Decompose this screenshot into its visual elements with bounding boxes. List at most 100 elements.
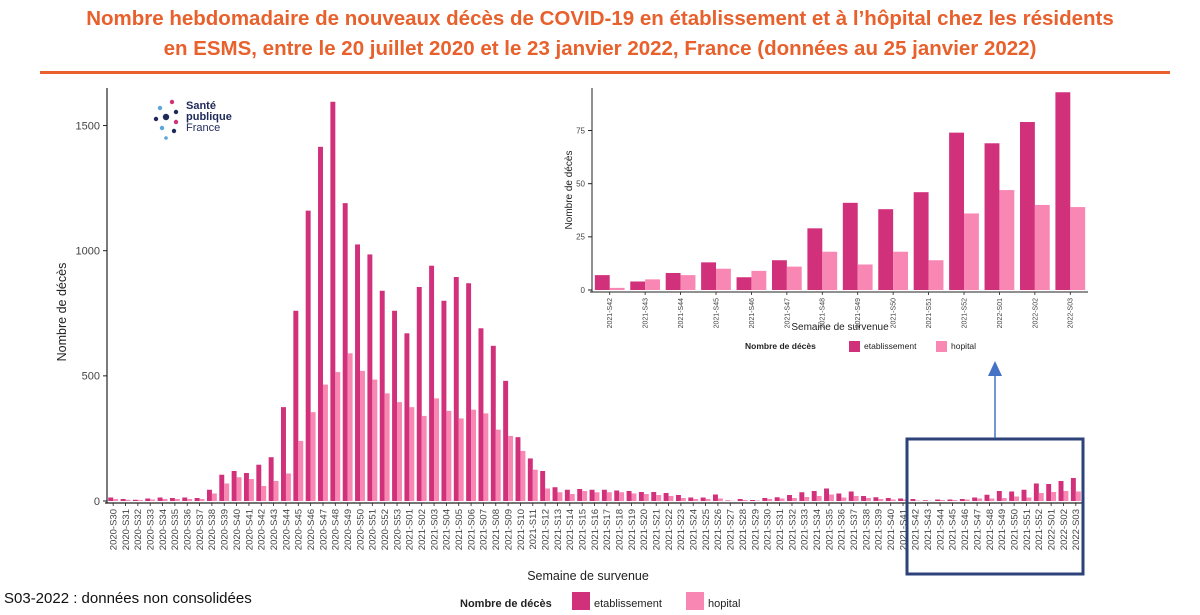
bar-etablissement — [182, 497, 188, 501]
bar-hopital — [717, 498, 723, 501]
x-tick-label: 2021-S06 — [466, 509, 477, 550]
bar-hopital — [557, 492, 563, 501]
x-tick-label: 2021-S52 — [961, 298, 968, 328]
bar-etablissement — [630, 281, 646, 290]
x-tick-label: 2021-S04 — [442, 509, 453, 550]
bar-hopital — [804, 497, 810, 501]
x-tick-label: 2021-S12 — [540, 509, 551, 550]
bar-etablissement — [688, 497, 694, 501]
bar-hopital — [609, 287, 625, 290]
bar-etablissement — [984, 494, 990, 501]
bar-hopital — [372, 379, 378, 501]
legend-swatch-hopital — [686, 592, 704, 610]
bar-etablissement — [132, 499, 138, 501]
bar-hopital — [298, 440, 304, 501]
x-tick-label: 2020-S47 — [318, 509, 329, 550]
x-tick-label: 2021-S05 — [454, 509, 465, 550]
bar-hopital — [779, 498, 785, 501]
x-tick-label: 2022-S02 — [1032, 298, 1039, 328]
x-tick-label: 2020-S38 — [207, 509, 218, 550]
bar-hopital — [310, 412, 316, 501]
x-tick-label: 2021-S36 — [837, 509, 848, 550]
bar-hopital — [1051, 491, 1057, 501]
x-tick-label: 2020-S33 — [146, 509, 157, 550]
bar-hopital — [532, 469, 538, 501]
x-tick-label: 2021-S03 — [429, 509, 440, 550]
x-tick-label: 2020-S32 — [133, 509, 144, 550]
bar-hopital — [248, 478, 254, 501]
bar-etablissement — [293, 310, 299, 501]
bar-etablissement — [342, 203, 348, 501]
bar-hopital — [643, 493, 649, 501]
legend-title: Nombre de décès — [745, 341, 816, 351]
x-tick-label: 2021-S09 — [503, 509, 514, 550]
x-axis-title: Semaine de survenue — [527, 569, 649, 583]
bar-hopital — [1063, 490, 1069, 501]
bar-hopital — [1075, 491, 1081, 501]
bar-etablissement — [453, 276, 459, 501]
bar-hopital — [594, 492, 600, 501]
bar-hopital — [187, 499, 193, 501]
sante-publique-france-logo: Santé publique France — [152, 98, 242, 140]
x-tick-label: 2021-S50 — [1009, 509, 1020, 550]
bar-hopital — [224, 483, 230, 501]
bar-hopital — [520, 450, 526, 501]
bar-etablissement — [108, 497, 114, 501]
x-tick-label: 2021-S47 — [784, 298, 791, 328]
bar-etablissement — [589, 489, 595, 501]
bar-hopital — [656, 494, 662, 501]
bar-etablissement — [638, 491, 644, 501]
bar-etablissement — [404, 333, 410, 501]
x-tick-label: 2021-S21 — [652, 509, 663, 550]
bar-hopital — [1014, 496, 1020, 501]
x-tick-label: 2020-S50 — [355, 509, 366, 550]
bar-hopital — [716, 268, 731, 290]
x-tick-label: 2021-S31 — [775, 509, 786, 550]
x-tick-label: 2022-S02 — [1059, 509, 1070, 550]
bar-hopital — [668, 495, 674, 501]
bar-hopital — [940, 500, 946, 501]
bar-etablissement — [243, 472, 249, 501]
x-tick-label: 2021-S39 — [874, 509, 885, 550]
bar-etablissement — [787, 494, 792, 501]
x-tick-label: 2021-S17 — [602, 509, 613, 550]
bar-hopital — [199, 499, 205, 501]
x-tick-label: 2021-S37 — [849, 509, 860, 550]
y-tick-label: 0 — [581, 286, 586, 295]
inset-chart: 0 25 50 75 2021-S42 2021-S43 2021-S44 2021-S45 2… — [564, 88, 1088, 352]
bar-etablissement — [478, 328, 484, 501]
bar-hopital — [606, 492, 612, 501]
bar-etablissement — [441, 300, 447, 501]
bar-etablissement — [281, 407, 286, 501]
bar-etablissement — [861, 495, 867, 501]
bar-etablissement — [219, 474, 225, 501]
y-tick-label: 500 — [82, 371, 100, 383]
bar-etablissement — [503, 380, 509, 501]
x-tick-label: 2021-S25 — [701, 509, 712, 550]
bar-etablissement — [194, 498, 200, 501]
bar-hopital — [483, 413, 489, 501]
x-tick-label: 2021-S33 — [800, 509, 811, 550]
x-tick-label: 2021-S41 — [898, 509, 909, 550]
x-tick-label: 2020-S41 — [244, 509, 255, 550]
bar-etablissement — [256, 464, 262, 501]
bar-hopital — [751, 270, 767, 290]
x-tick-label: 2022-S01 — [1046, 509, 1057, 550]
bar-hopital — [471, 409, 477, 501]
bar-hopital — [693, 499, 699, 501]
x-tick-label: 2021-S40 — [886, 509, 897, 550]
bar-etablissement — [959, 499, 965, 501]
bar-etablissement — [268, 457, 274, 501]
bar-hopital — [285, 473, 291, 501]
bar-hopital — [137, 500, 143, 501]
bar-hopital — [211, 493, 217, 501]
legend-label-hopital: hopital — [951, 341, 976, 351]
x-tick-label: 2021-S02 — [417, 509, 428, 550]
x-tick-label: 2021-S20 — [639, 509, 650, 550]
bar-etablissement — [807, 228, 823, 290]
bar-hopital — [828, 494, 834, 501]
x-tick-label: 2020-S44 — [281, 509, 292, 550]
bar-etablissement — [614, 490, 620, 501]
bar-hopital — [928, 260, 944, 290]
